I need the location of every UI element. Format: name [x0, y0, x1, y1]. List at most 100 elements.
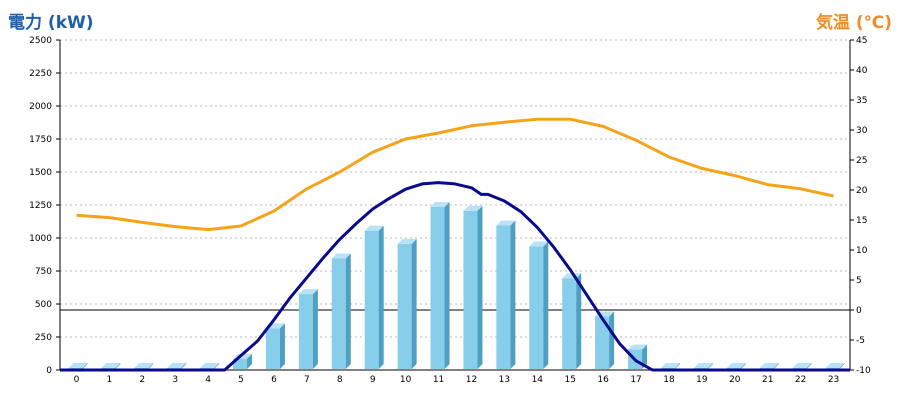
power-bar-side	[378, 225, 384, 369]
power-bar-top	[693, 363, 713, 368]
y-right-tick-label: 20	[856, 186, 868, 196]
y-right-tick-label: 10	[856, 246, 868, 256]
y-right-tick-label: 30	[856, 126, 868, 136]
power-line-series	[60, 181, 850, 372]
power-bar-side	[345, 253, 351, 369]
power-bar	[463, 210, 478, 369]
power-bar-top	[529, 241, 549, 247]
power-bar-side	[82, 363, 88, 369]
power-bar-top	[825, 363, 845, 368]
power-bar-side	[411, 238, 417, 369]
y-left-tick-label: 250	[35, 333, 52, 343]
y-right-tick-label: 15	[856, 216, 867, 226]
power-bar-side	[181, 363, 187, 369]
power-bar-top	[430, 201, 450, 207]
power-bar	[397, 243, 412, 369]
power-bar-top	[726, 363, 746, 368]
power-bar-top	[298, 289, 318, 295]
power-bar-side	[214, 363, 220, 369]
x-tick-label: 14	[532, 375, 544, 385]
y-right-tick-label: -10	[856, 366, 871, 376]
power-bar-side	[773, 363, 779, 369]
power-bar-side	[740, 363, 746, 369]
x-tick-label: 0	[74, 375, 80, 385]
x-tick-label: 9	[370, 375, 376, 385]
power-bar-side	[312, 289, 318, 369]
y-right-axis-title: 気温 (℃)	[815, 13, 892, 33]
power-bar-top	[200, 363, 220, 368]
power-bar-top	[331, 253, 351, 259]
x-tick-label: 1	[107, 375, 113, 385]
y-left-tick-label: 0	[46, 366, 52, 376]
y-right-tick-label: 40	[856, 66, 868, 76]
power-bar-top	[68, 363, 88, 368]
y-left-tick-label: 750	[35, 267, 52, 277]
power-bar	[298, 294, 313, 369]
power-bar-side	[674, 363, 680, 369]
y-right-tick-label: -5	[856, 336, 865, 346]
y-right-tick-label: 0	[856, 306, 862, 316]
y-left-tick-label: 2500	[29, 36, 52, 46]
x-tick-label: 8	[337, 375, 343, 385]
power-bar	[364, 230, 379, 369]
x-tick-label: 18	[663, 375, 675, 385]
power-bar	[331, 258, 346, 369]
power-bar-side	[839, 363, 845, 369]
power-bar-top	[134, 363, 154, 368]
power-bar-side	[642, 344, 648, 369]
power-bar-top	[463, 205, 483, 211]
power-bar-top	[660, 363, 680, 368]
power-bar-top	[167, 363, 187, 368]
power-bar-side	[576, 273, 582, 369]
y-left-tick-label: 1000	[29, 234, 52, 244]
power-bar-side	[477, 205, 483, 369]
power-bar	[233, 358, 248, 369]
power-bar	[562, 278, 577, 369]
y-right-tick-label: 5	[856, 276, 862, 286]
x-tick-label: 7	[304, 375, 310, 385]
x-tick-label: 22	[795, 375, 806, 385]
power-bar-side	[510, 220, 516, 369]
x-tick-label: 10	[400, 375, 412, 385]
power-bar-side	[609, 311, 615, 369]
y-right-tick-label: 25	[856, 156, 867, 166]
y-left-axis-title: 電力 (kW)	[8, 13, 94, 33]
y-left-tick-label: 2250	[29, 69, 52, 79]
power-bar-top	[101, 363, 121, 368]
x-tick-label: 23	[828, 375, 839, 385]
x-tick-label: 5	[238, 375, 244, 385]
power-bar-side	[707, 363, 713, 369]
power-bar-side	[444, 201, 450, 369]
power-bar	[496, 225, 511, 369]
y-left-tick-label: 1500	[29, 168, 52, 178]
power-bar	[529, 246, 544, 369]
x-tick-label: 11	[433, 375, 444, 385]
y-left-tick-label: 500	[35, 300, 52, 310]
x-tick-label: 6	[271, 375, 277, 385]
power-bar-side	[148, 363, 154, 369]
x-tick-label: 13	[499, 375, 510, 385]
power-bar-side	[115, 363, 121, 369]
power-bar-top	[364, 225, 384, 231]
x-tick-label: 19	[696, 375, 708, 385]
y-left-tick-label: 1250	[29, 201, 52, 211]
power-bar-side	[279, 323, 285, 369]
x-tick-label: 3	[172, 375, 178, 385]
power-bar-side	[247, 353, 253, 369]
power-bar-top	[496, 220, 516, 226]
x-tick-label: 4	[205, 375, 211, 385]
power-bar-top	[397, 238, 417, 244]
y-right-tick-label: 45	[856, 36, 867, 46]
power-bar	[430, 206, 445, 369]
temperature-line-series	[76, 117, 834, 232]
x-tick-label: 21	[762, 375, 773, 385]
x-tick-label: 16	[597, 375, 609, 385]
power-bar-side	[806, 363, 812, 369]
x-tick-label: 20	[729, 375, 741, 385]
x-tick-label: 15	[564, 375, 575, 385]
y-left-tick-label: 1750	[29, 135, 52, 145]
y-left-tick-label: 2000	[29, 102, 52, 112]
x-tick-label: 17	[630, 375, 641, 385]
power-bar-top	[759, 363, 779, 368]
